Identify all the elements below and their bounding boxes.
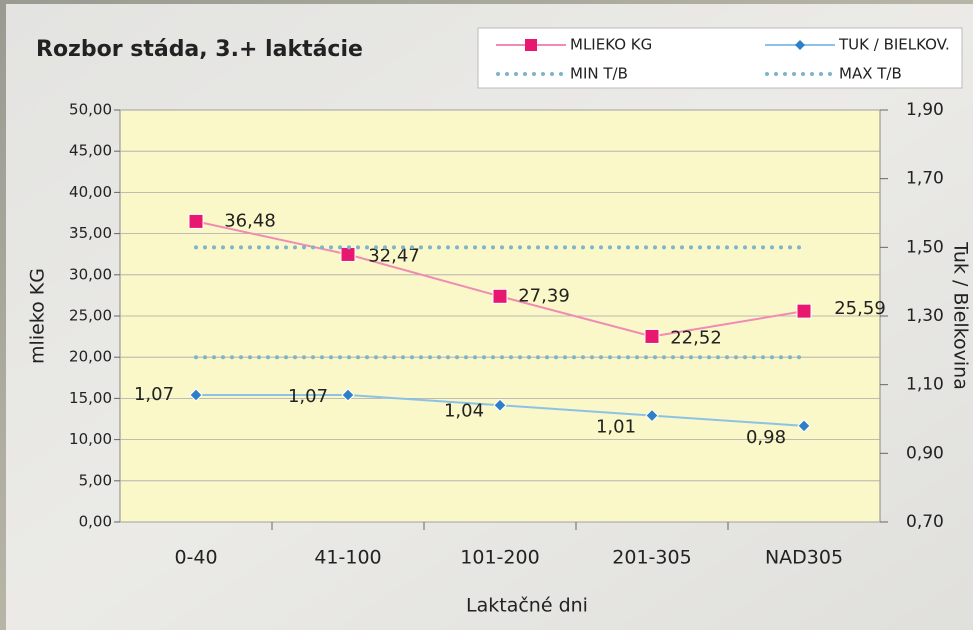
y2-tick-label: 0,90 xyxy=(906,443,944,463)
y-tick-label: 25,00 xyxy=(69,307,112,325)
marker xyxy=(340,246,356,262)
legend-label: MLIEKO KG xyxy=(570,36,652,54)
y2-tick-label: 1,70 xyxy=(906,169,944,189)
x-tick-label: 0-40 xyxy=(174,547,217,569)
marker xyxy=(188,213,204,229)
y2-tick-label: 1,90 xyxy=(906,100,944,120)
legend-label: MAX T/B xyxy=(839,65,902,83)
marker xyxy=(796,303,812,319)
x-tick-label: NAD305 xyxy=(765,547,843,569)
marker xyxy=(493,398,507,412)
y-tick-label: 15,00 xyxy=(69,389,112,407)
data-label: 1,04 xyxy=(444,400,484,421)
y2-axis-title: Tuk / Bielkovina xyxy=(950,241,972,390)
data-label: 1,07 xyxy=(288,386,328,407)
y-tick-label: 35,00 xyxy=(69,224,112,242)
y2-tick-label: 1,50 xyxy=(906,237,944,257)
y-tick-label: 5,00 xyxy=(79,471,112,489)
legend-marker xyxy=(525,39,537,51)
data-label: 36,48 xyxy=(224,210,276,231)
x-tick-label: 101-200 xyxy=(460,547,539,569)
y2-tick-label: 1,10 xyxy=(906,375,944,395)
marker xyxy=(341,388,355,402)
data-label: 0,98 xyxy=(746,427,786,448)
legend-label: TUK / BIELKOV. xyxy=(838,36,950,54)
data-label: 25,59 xyxy=(834,298,886,319)
y2-tick-label: 0,70 xyxy=(906,512,944,532)
x-axis-title: Laktačné dni xyxy=(466,595,588,617)
y-tick-label: 50,00 xyxy=(69,101,112,119)
x-tick-label: 41-100 xyxy=(314,547,381,569)
legend-label: MIN T/B xyxy=(570,65,628,83)
data-label: 1,07 xyxy=(134,384,174,405)
chart-title: Rozbor stáda, 3.+ laktácie xyxy=(36,37,363,62)
y-tick-label: 45,00 xyxy=(69,142,112,160)
marker xyxy=(189,388,203,402)
data-label: 22,52 xyxy=(670,327,722,348)
marker xyxy=(797,419,811,433)
marker xyxy=(492,288,508,304)
y-tick-label: 30,00 xyxy=(69,265,112,283)
data-label: 1,01 xyxy=(596,417,636,438)
marker xyxy=(645,408,659,423)
data-label: 32,47 xyxy=(368,245,420,266)
legend-marker xyxy=(795,40,805,50)
legend xyxy=(477,27,963,89)
y-axis-title: mlieko KG xyxy=(27,268,49,364)
y-tick-label: 0,00 xyxy=(79,513,112,531)
data-label: 27,39 xyxy=(518,285,570,306)
y-tick-label: 40,00 xyxy=(69,183,112,201)
marker xyxy=(644,328,660,344)
x-tick-label: 201-305 xyxy=(612,547,691,569)
y-tick-label: 20,00 xyxy=(69,348,112,366)
y-tick-label: 10,00 xyxy=(69,430,112,448)
y2-tick-label: 1,30 xyxy=(906,306,944,326)
